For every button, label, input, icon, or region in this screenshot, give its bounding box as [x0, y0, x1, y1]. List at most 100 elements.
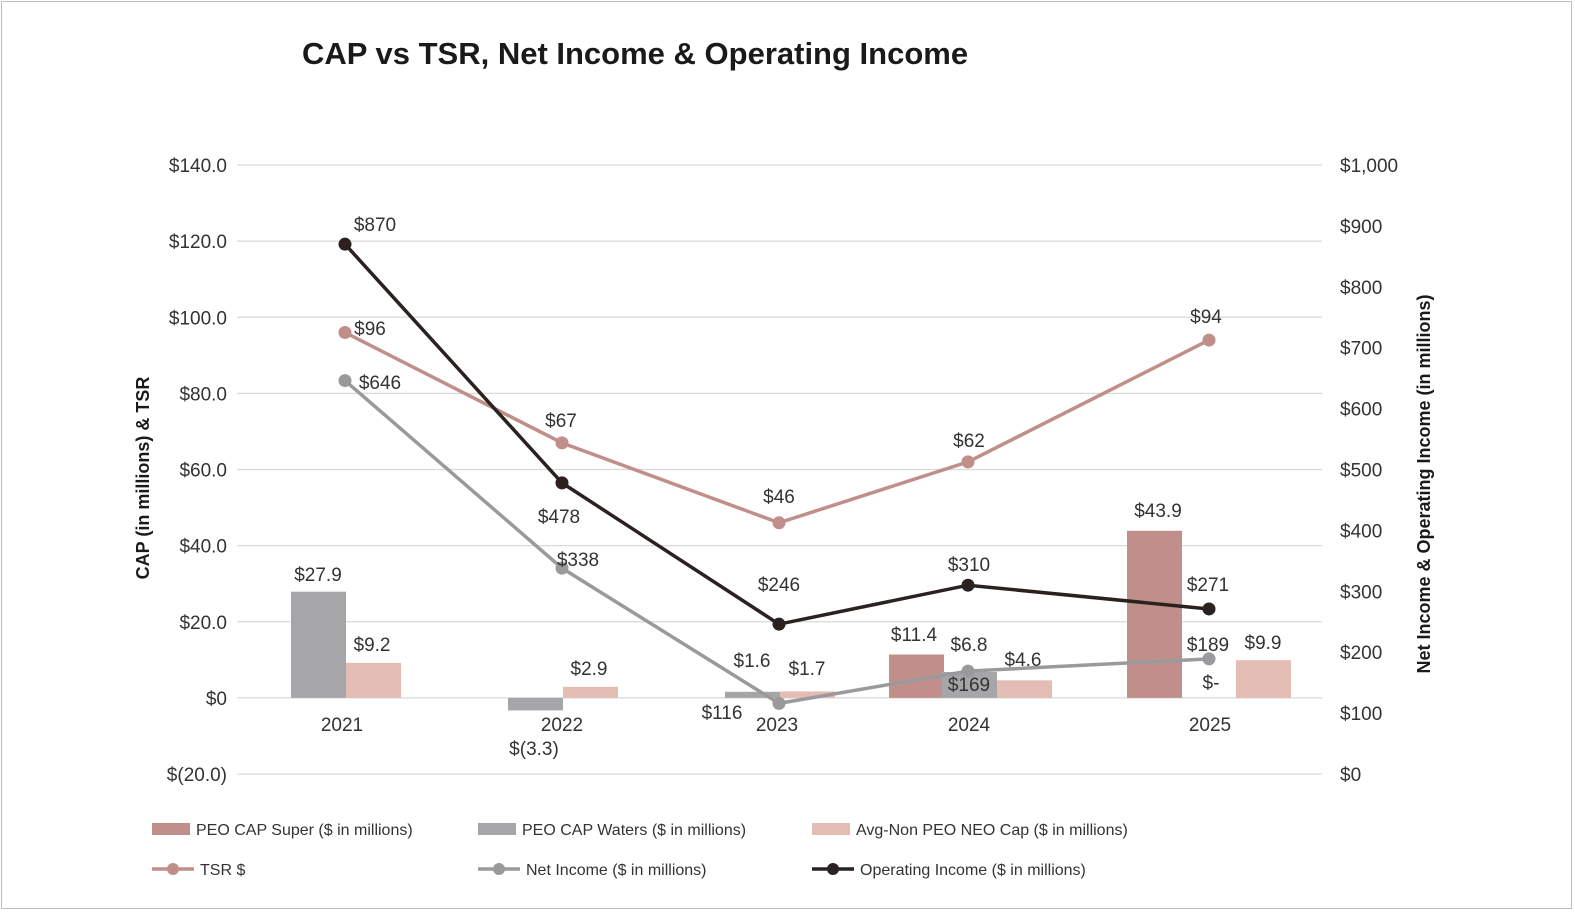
- point-net-income-in-millions-2025: [1202, 652, 1216, 666]
- x-tick-label: 2025: [1189, 715, 1231, 736]
- line-data-label: $62: [953, 431, 985, 452]
- bar-data-label: $2.9: [571, 659, 608, 680]
- data-labels: $11.4 $43.9 $27.9 $(3.3) $1.6 $6.8 $- $9.2 $2.9 $…: [294, 215, 1281, 760]
- y-tick-label: $100.0: [169, 308, 227, 329]
- point-operating-income-in-millions-2023: [772, 617, 786, 631]
- legend-marker: [167, 863, 179, 875]
- bar-peo-cap-super-in-millions-2025: [1127, 530, 1182, 698]
- x-tick-label: 2022: [541, 715, 583, 736]
- line-data-label: $870: [354, 215, 396, 236]
- chart-title: CAP vs TSR, Net Income & Operating Incom…: [302, 36, 968, 71]
- y2-tick-label: $700: [1340, 339, 1382, 360]
- bar-data-label: $9.2: [354, 635, 391, 656]
- y2-tick-label: $800: [1340, 278, 1382, 299]
- legend-item-operating-income-in-millions: Operating Income ($ in millions): [812, 862, 1086, 879]
- line-data-label: $67: [545, 411, 577, 432]
- y-tick-label: $20.0: [179, 613, 227, 634]
- point-tsr-2021: [338, 325, 352, 339]
- line-data-label: $94: [1190, 307, 1222, 328]
- bar-avg-non-peo-neo-cap-in-millions-2023: [780, 691, 835, 698]
- point-tsr-2022: [555, 436, 569, 450]
- point-operating-income-in-millions-2025: [1202, 602, 1216, 616]
- line-data-label: $46: [763, 487, 795, 508]
- legend-label: Net Income ($ in millions): [526, 862, 707, 879]
- bar-peo-cap-waters-in-millions-2021: [291, 591, 346, 698]
- bar-avg-non-peo-neo-cap-in-millions-2022: [563, 686, 618, 698]
- point-net-income-in-millions-2022: [555, 561, 569, 575]
- line-data-label: $478: [538, 507, 580, 528]
- line-net-income-in-millions: [343, 379, 1210, 706]
- legend: PEO CAP Super ($ in millions) PEO CAP Wat…: [152, 822, 1128, 879]
- point-tsr-2023: [772, 516, 786, 530]
- y2-tick-label: $200: [1340, 643, 1382, 664]
- point-tsr-2025: [1202, 333, 1216, 347]
- bar-data-label: $9.9: [1245, 633, 1282, 654]
- legend-label: TSR $: [200, 862, 245, 879]
- y2-tick-label: $500: [1340, 461, 1382, 482]
- line-data-label: $310: [948, 555, 990, 576]
- x-tick-label: 2021: [321, 715, 363, 736]
- bar-data-label: $11.4: [891, 625, 938, 646]
- legend-label: PEO CAP Super ($ in millions): [196, 822, 413, 839]
- legend-label: Operating Income ($ in millions): [860, 862, 1086, 879]
- bars: [291, 530, 1291, 711]
- y-tick-label: $(20.0): [167, 765, 227, 786]
- y2-tick-label: $900: [1340, 217, 1382, 238]
- legend-swatch: [478, 823, 516, 835]
- legend-item-tsr: TSR $: [152, 862, 245, 879]
- x-tick-label: 2024: [948, 715, 991, 736]
- point-operating-income-in-millions-2024: [961, 578, 975, 592]
- y2-tick-label: $300: [1340, 582, 1382, 603]
- line-operating-income-in-millions: [343, 242, 1210, 627]
- point-net-income-in-millions-2023: [772, 696, 786, 710]
- line-data-label: $189: [1187, 635, 1229, 656]
- x-tick-label: 2023: [756, 715, 798, 736]
- y2-tick-label: $0: [1340, 765, 1361, 786]
- bar-data-label: $6.8: [951, 635, 988, 656]
- y-axis-title: CAP (in millions) & TSR: [133, 377, 153, 580]
- y2-axis-title: Net Income & Operating Income (in millio…: [1414, 294, 1434, 673]
- legend-marker: [827, 863, 839, 875]
- legend-label: Avg-Non PEO NEO Cap ($ in millions): [856, 822, 1128, 839]
- bar-data-label: $27.9: [294, 565, 342, 586]
- legend-swatch: [812, 823, 850, 835]
- x-axis-ticks: 2021 2022 2023 2024 2025: [321, 715, 1231, 736]
- legend-label: PEO CAP Waters ($ in millions): [522, 822, 746, 839]
- bar-data-label: $1.7: [789, 659, 826, 680]
- y-tick-label: $0: [206, 689, 227, 710]
- bar-data-label: $1.6: [734, 651, 771, 672]
- line-data-label: $338: [557, 550, 599, 571]
- line-data-label: $646: [359, 373, 401, 394]
- bar-data-label: $43.9: [1134, 501, 1182, 522]
- legend-marker: [493, 863, 505, 875]
- y2-axis-ticks: $1,000 $900 $800 $700 $600 $500 $400 $300 $200 $1…: [1340, 156, 1398, 786]
- point-operating-income-in-millions-2022: [555, 476, 569, 490]
- y-tick-label: $140.0: [169, 156, 227, 177]
- y2-tick-label: $100: [1340, 704, 1382, 725]
- point-net-income-in-millions-2021: [338, 374, 352, 388]
- line-data-label: $246: [758, 575, 800, 596]
- bar-data-label: $-: [1203, 673, 1220, 694]
- bar-data-label: $4.6: [1005, 650, 1042, 671]
- legend-item-peo-cap-waters-in-millions: PEO CAP Waters ($ in millions): [478, 822, 746, 839]
- y2-tick-label: $1,000: [1340, 156, 1398, 177]
- bar-avg-non-peo-neo-cap-in-millions-2024: [997, 680, 1052, 698]
- y-axis-ticks: $140.0 $120.0 $100.0 $80.0 $60.0 $40.0 $20.0 $0…: [167, 156, 227, 786]
- y2-tick-label: $400: [1340, 521, 1382, 542]
- lines: [338, 237, 1216, 710]
- y-tick-label: $120.0: [169, 232, 227, 253]
- y-tick-label: $40.0: [179, 537, 227, 558]
- y2-tick-label: $600: [1340, 400, 1382, 421]
- legend-item-peo-cap-super-in-millions: PEO CAP Super ($ in millions): [152, 822, 413, 839]
- line-data-label: $271: [1187, 575, 1229, 596]
- y-tick-label: $80.0: [179, 384, 227, 405]
- legend-swatch: [152, 823, 190, 835]
- bar-peo-cap-waters-in-millions-2023: [725, 691, 780, 698]
- line-data-label: $169: [948, 675, 990, 696]
- point-tsr-2024: [961, 455, 975, 469]
- bar-data-label: $(3.3): [509, 739, 559, 760]
- legend-item-avg-non-peo-neo-cap-in-millions: Avg-Non PEO NEO Cap ($ in millions): [812, 822, 1128, 839]
- y-tick-label: $60.0: [179, 461, 227, 482]
